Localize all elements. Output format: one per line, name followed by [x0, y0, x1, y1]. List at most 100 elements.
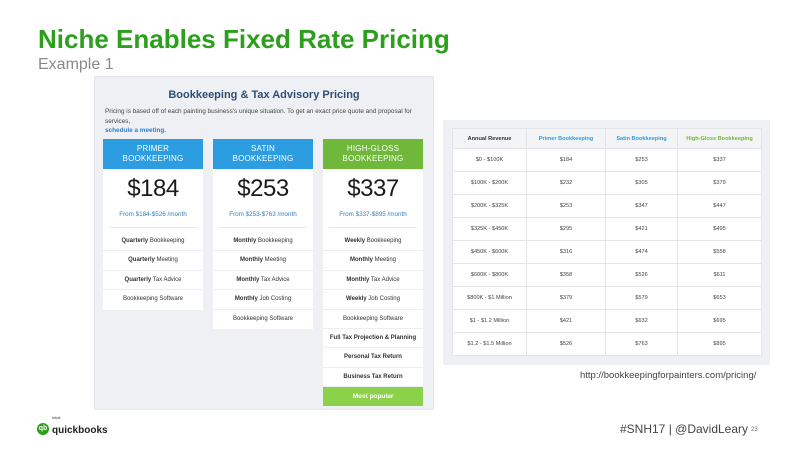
price-cell: $253 [526, 194, 606, 218]
feature-emphasis: Monthly [346, 276, 370, 283]
feature-emphasis: Weekly [344, 238, 366, 244]
price-cell: $347 [605, 194, 678, 218]
table-row: $0 - $100K $184 $253 $337 [452, 148, 762, 172]
plan-feature: Personal Tax Return [323, 348, 423, 368]
price-cell: $379 [677, 171, 762, 195]
most-popular-badge: Most popular [323, 387, 423, 407]
price-cell: $447 [677, 194, 762, 218]
price-cell: $526 [605, 263, 678, 287]
column-header: Primer Bookkeeping [526, 128, 606, 149]
table-row: $200K - $325K $253 $347 $447 [452, 194, 762, 218]
price-cell: $421 [605, 217, 678, 241]
revenue-table-header-row: Annual Revenue Primer Bookkeeping Satin Bo… [452, 128, 762, 149]
price-cell: $763 [605, 332, 678, 356]
plan-feature: Full Tax Projection & Planning [323, 329, 423, 349]
plan-price-range: From $337-$895 /month [339, 211, 407, 218]
feature-emphasis: Monthly [239, 257, 263, 264]
divider [219, 227, 307, 228]
revenue-range-cell: $0 - $100K [452, 148, 527, 172]
revenue-range-cell: $450K - $600K [452, 240, 527, 264]
price-cell: $495 [677, 217, 762, 241]
table-row: $325K - $450K $295 $421 $495 [452, 217, 762, 241]
divider [109, 227, 197, 228]
price-cell: $337 [677, 148, 762, 172]
price-cell: $474 [605, 240, 678, 264]
price-cell: $379 [526, 286, 606, 310]
feature-emphasis: Quarterly [124, 276, 152, 283]
revenue-range-cell: $1 - $1.2 Million [452, 309, 527, 333]
plan-header: SATIN BOOKKEEPING [213, 139, 313, 169]
table-row: $1 - $1.2 Million $421 $632 $695 [452, 309, 762, 333]
feature-text: Meeting [262, 257, 286, 264]
revenue-range-cell: $100K - $200K [452, 171, 527, 195]
plan-feature: Quarterly Meeting [103, 251, 203, 271]
plan-feature: Bookkeeping Software [103, 290, 203, 309]
plan-card: HIGH-GLOSS BOOKKEEPING $337 From $337-$895 … [323, 139, 423, 407]
plan-feature: Quarterly Tax Advice [103, 271, 203, 291]
revenue-range-cell: $600K - $800K [452, 263, 527, 287]
footer-hashtag: #SNH17 | @DavidLeary [620, 422, 749, 436]
slide-title: Niche Enables Fixed Rate Pricing [38, 24, 450, 54]
price-cell: $184 [526, 148, 606, 172]
revenue-table: Annual Revenue Primer Bookkeeping Satin Bo… [452, 128, 762, 356]
revenue-range-cell: $800K - $1 Million [452, 286, 527, 310]
price-cell: $695 [677, 309, 762, 333]
revenue-range-cell: $325K - $450K [452, 217, 527, 241]
revenue-table-screenshot: Annual Revenue Primer Bookkeeping Satin Bo… [443, 120, 770, 365]
plan-price: $184 [127, 175, 179, 202]
revenue-range-cell: $200K - $325K [452, 194, 527, 218]
page-number: 23 [751, 427, 758, 433]
divider [329, 227, 417, 228]
plan-feature: Monthly Bookkeeping [213, 232, 313, 252]
plan-feature: Monthly Tax Advice [213, 271, 313, 291]
feature-text: Meeting [372, 257, 396, 264]
plan-name-line1: HIGH-GLOSS [346, 144, 400, 153]
source-url[interactable]: http://bookkeepingforpainters.com/pricin… [580, 370, 757, 381]
price-cell: $305 [605, 171, 678, 195]
feature-text: Bookkeeping [148, 238, 185, 244]
price-cell: $558 [677, 240, 762, 264]
feature-emphasis: Monthly [236, 276, 260, 283]
pricing-intro-text: Pricing is based off of each painting bu… [105, 108, 412, 125]
plan-name-line2: BOOKKEEPING [232, 154, 294, 163]
price-cell: $526 [526, 332, 606, 356]
price-cell: $232 [526, 171, 606, 195]
plan-feature: Bookkeeping Software [213, 310, 313, 329]
slide-subtitle: Example 1 [38, 56, 114, 73]
feature-emphasis: Quarterly [121, 238, 149, 244]
price-cell: $358 [526, 263, 606, 287]
plan-name-line2: BOOKKEEPING [342, 154, 404, 163]
feature-emphasis: Personal Tax Return [344, 354, 402, 361]
column-header: High-Gloss Bookkeeping [677, 128, 762, 149]
feature-text: Bookkeeping Software [342, 315, 404, 322]
price-cell: $253 [605, 148, 678, 172]
table-row: $1.2 - $1.5 Million $526 $763 $895 [452, 332, 762, 356]
feature-text: Meeting [154, 257, 178, 264]
table-row: $600K - $800K $358 $526 $611 [452, 263, 762, 287]
feature-text: Bookkeeping Software [232, 315, 294, 322]
plan-feature: Monthly Meeting [323, 251, 423, 271]
plan-feature: Monthly Meeting [213, 251, 313, 271]
table-row: $800K - $1 Million $379 $579 $653 [452, 286, 762, 310]
plan-price-range: From $184-$526 /month [119, 211, 187, 218]
feature-text: Bookkeeping Software [122, 296, 184, 303]
price-cell: $295 [526, 217, 606, 241]
plan-card: SATIN BOOKKEEPING $253 From $253-$763 /mont… [213, 139, 313, 329]
plan-feature: Business Tax Return [323, 368, 423, 388]
feature-emphasis: Monthly [349, 257, 373, 264]
plan-name-line1: PRIMER [136, 144, 170, 153]
plan-feature: Monthly Tax Advice [323, 271, 423, 291]
pricing-screenshot: Bookkeeping & Tax Advisory Pricing Prici… [94, 76, 434, 410]
plan-name-line1: SATIN [251, 144, 275, 153]
column-header: Annual Revenue [452, 128, 527, 149]
plan-header: PRIMER BOOKKEEPING [103, 139, 203, 169]
schedule-meeting-link[interactable]: schedule a meeting. [105, 127, 167, 134]
plan-feature: Quarterly Bookkeeping [103, 232, 203, 252]
feature-text: Job Costing [366, 296, 400, 303]
table-row: $450K - $600K $316 $474 $558 [452, 240, 762, 264]
feature-text: Bookkeeping [256, 238, 293, 244]
feature-emphasis: Full Tax Projection & Planning [329, 334, 417, 341]
column-header: Satin Bookkeeping [605, 128, 678, 149]
quickbooks-logo: qb intuit quickbooks [37, 415, 108, 438]
plan-header: HIGH-GLOSS BOOKKEEPING [323, 139, 423, 169]
